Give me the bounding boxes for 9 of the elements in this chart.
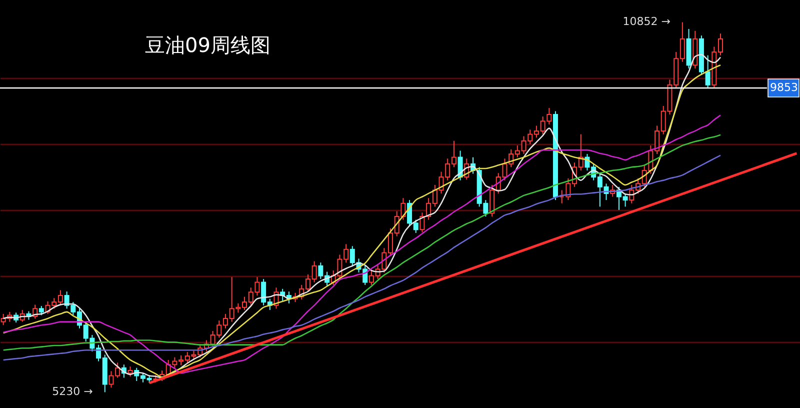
ref-line-label: 9853 — [770, 80, 798, 94]
candlestick — [128, 366, 133, 377]
candlestick — [413, 219, 418, 234]
text: 豆油09周线图 — [145, 33, 270, 57]
candlestick — [38, 306, 44, 316]
candlestick — [490, 184, 495, 218]
candlestick — [420, 212, 425, 233]
annotation: 10852 → — [622, 15, 670, 28]
annotation: 5230 → — [52, 385, 93, 398]
